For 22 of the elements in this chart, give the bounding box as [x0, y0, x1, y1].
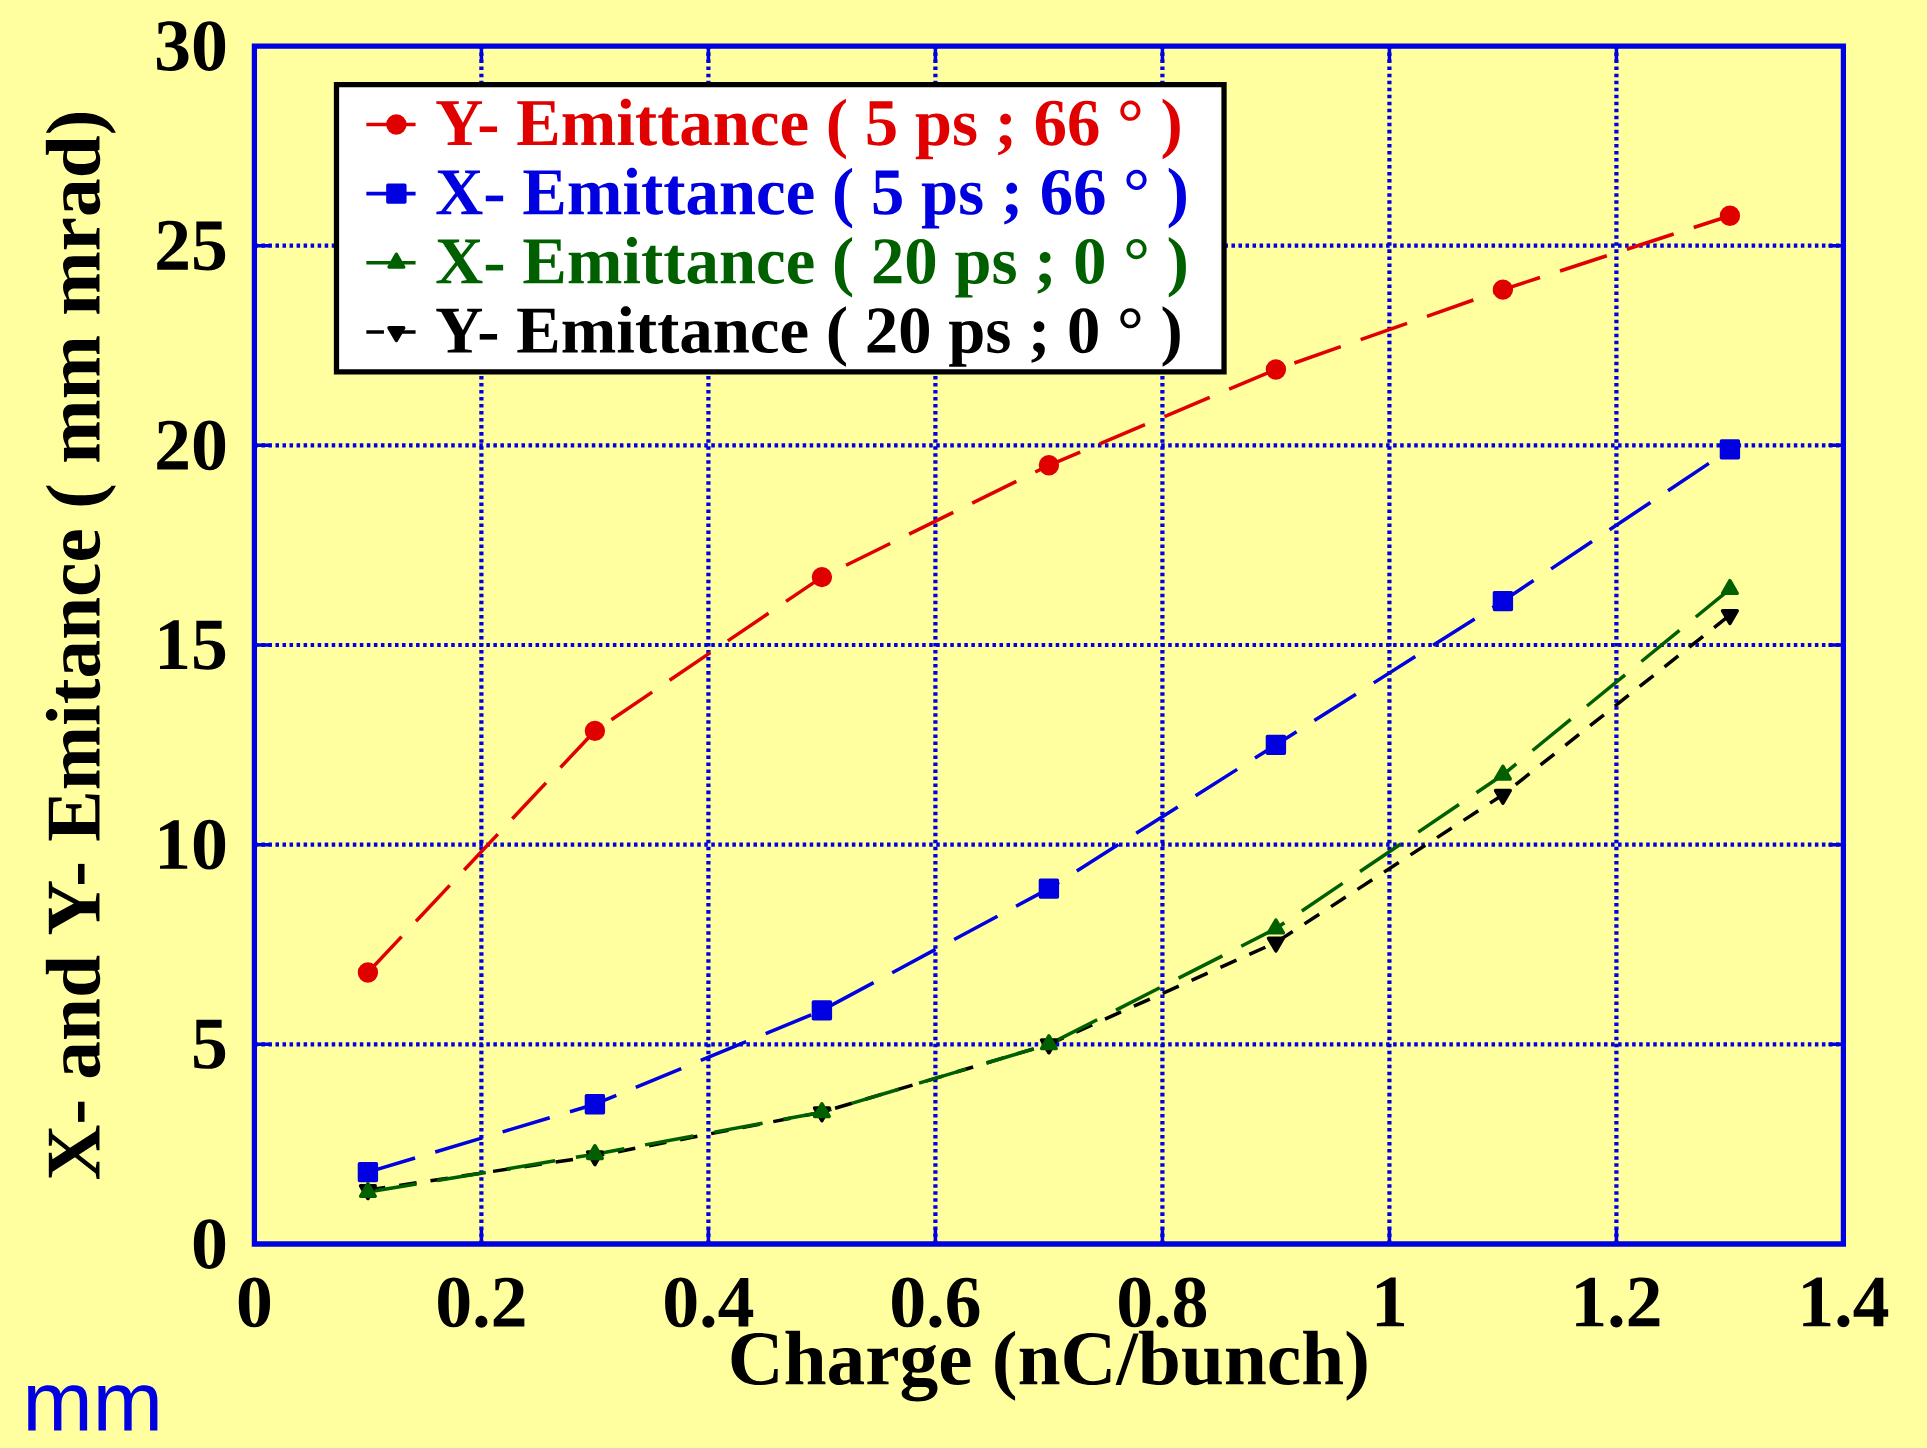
- x-axis-title: Charge (nC/bunch): [731, 1330, 1367, 1402]
- x-tick-label: 0: [238, 1277, 271, 1328]
- x-tick-label: 1.4: [1803, 1277, 1889, 1328]
- x-tick-label: 1.2: [1576, 1277, 1660, 1328]
- y-tick-label: 25: [157, 220, 226, 271]
- y-tick-label: 10: [160, 819, 226, 870]
- legend-label: Y- Emittance ( 20 ps ; 0 ° ): [436, 306, 1180, 367]
- y-axis-title: X- and Y- Emitance ( mm mrad): [45, 112, 116, 1180]
- legend-label: X- Emittance ( 20 ps ; 0 ° ): [436, 237, 1186, 298]
- x-tick-label: 1: [1376, 1277, 1405, 1327]
- x-tick-label: 0.6: [892, 1277, 980, 1328]
- x-tick-label: 0.4: [665, 1277, 754, 1328]
- y-tick-label: 15: [160, 620, 226, 670]
- y-tick-label: 30: [156, 21, 226, 71]
- x-tick-label: 0.2: [438, 1277, 525, 1328]
- x-tick-label: 0.8: [1119, 1277, 1207, 1328]
- legend-label: X- Emittance ( 5 ps ; 66 ° ): [436, 167, 1186, 229]
- text: mm: [28, 1385, 158, 1431]
- y-tick-label: 0: [193, 1219, 226, 1269]
- y-tick-label: 5: [194, 1019, 226, 1069]
- legend-label: Y- Emittance ( 5 ps ; 66 ° ): [436, 98, 1180, 160]
- y-tick-label: 20: [157, 420, 226, 471]
